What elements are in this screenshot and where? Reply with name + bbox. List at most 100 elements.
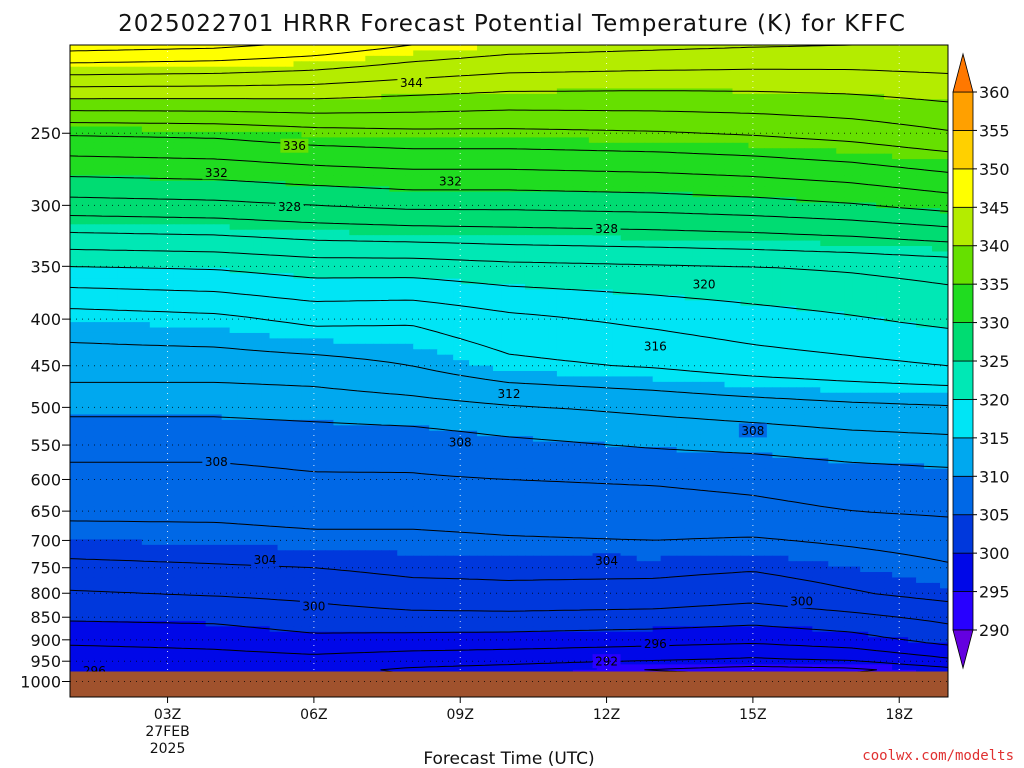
- field-cell: [389, 284, 398, 291]
- field-cell: [93, 197, 103, 204]
- field-cell: [389, 121, 398, 128]
- field-cell: [237, 256, 247, 263]
- field-cell: [133, 191, 143, 198]
- field-cell: [796, 99, 805, 106]
- field-cell: [197, 153, 207, 160]
- field-cell: [748, 218, 758, 225]
- field-cell: [884, 229, 893, 236]
- field-cell: [628, 169, 638, 176]
- field-cell: [684, 153, 694, 160]
- field-cell: [445, 262, 454, 269]
- field-cell: [70, 262, 79, 269]
- field-cell: [269, 186, 279, 193]
- field-cell: [181, 131, 191, 138]
- field-cell: [740, 164, 750, 171]
- field-cell: [189, 93, 199, 100]
- field-cell: [932, 137, 941, 144]
- field-cell: [333, 197, 342, 204]
- field-cell: [85, 251, 95, 258]
- field-cell: [860, 256, 869, 263]
- field-cell: [532, 110, 542, 117]
- field-cell: [341, 278, 350, 285]
- field-cell: [461, 273, 470, 280]
- field-cell: [716, 164, 726, 171]
- field-cell: [165, 235, 175, 242]
- field-cell: [812, 115, 821, 122]
- field-cell: [101, 77, 111, 84]
- field-cell: [884, 55, 893, 62]
- field-cell: [133, 224, 143, 231]
- field-cell: [157, 229, 167, 236]
- field-cell: [604, 142, 614, 149]
- field-cell: [101, 104, 111, 111]
- field-cell: [485, 229, 494, 236]
- field-cell: [564, 159, 574, 166]
- field-cell: [628, 110, 638, 117]
- field-cell: [229, 137, 239, 144]
- field-cell: [724, 137, 734, 144]
- field-cell: [524, 235, 534, 242]
- field-cell: [828, 45, 837, 52]
- field-cell: [732, 278, 742, 285]
- field-cell: [501, 121, 510, 128]
- field-cell: [548, 159, 558, 166]
- field-cell: [724, 131, 734, 138]
- field-cell: [405, 267, 414, 274]
- field-cell: [141, 186, 151, 193]
- field-cell: [261, 131, 271, 138]
- field-cell: [357, 50, 366, 57]
- field-cell: [461, 61, 470, 68]
- field-cell: [213, 99, 223, 106]
- field-cell: [205, 88, 215, 95]
- field-cell: [85, 240, 95, 247]
- field-cell: [165, 197, 175, 204]
- field-cell: [836, 218, 845, 225]
- field-cell: [301, 131, 311, 138]
- field-cell: [708, 50, 718, 57]
- field-cell: [477, 191, 486, 198]
- field-cell: [644, 104, 654, 111]
- field-cell: [157, 213, 167, 220]
- field-cell: [85, 256, 95, 263]
- field-cell: [413, 148, 422, 155]
- field-cell: [692, 131, 702, 138]
- field-cell: [908, 218, 917, 225]
- field-cell: [325, 191, 334, 198]
- field-cell: [660, 246, 670, 253]
- field-cell: [221, 191, 231, 198]
- field-cell: [261, 164, 271, 171]
- field-cell: [477, 224, 486, 231]
- field-cell: [700, 121, 710, 128]
- field-cell: [301, 88, 311, 95]
- field-cell: [556, 251, 566, 258]
- field-cell: [101, 66, 111, 73]
- field-cell: [349, 218, 358, 225]
- field-cell: [652, 235, 662, 242]
- field-cell: [213, 137, 223, 144]
- field-cell: [317, 246, 327, 253]
- field-cell: [540, 191, 550, 198]
- field-cell: [77, 55, 87, 62]
- field-cell: [453, 61, 462, 68]
- field-cell: [293, 115, 303, 122]
- field-cell: [381, 208, 390, 215]
- field-cell: [85, 142, 95, 149]
- field-cell: [237, 229, 247, 236]
- field-cell: [501, 284, 510, 291]
- field-cell: [756, 267, 766, 274]
- field-cell: [692, 61, 702, 68]
- field-cell: [644, 278, 654, 285]
- field-cell: [477, 142, 486, 149]
- field-cell: [684, 186, 694, 193]
- field-cell: [333, 224, 342, 231]
- field-cell: [405, 164, 414, 171]
- field-cell: [157, 251, 167, 258]
- field-cell: [253, 121, 263, 128]
- field-cell: [493, 202, 502, 209]
- field-cell: [932, 235, 941, 242]
- field-cell: [628, 45, 638, 52]
- field-cell: [485, 169, 494, 176]
- field-cell: [477, 126, 486, 133]
- field-cell: [301, 55, 311, 62]
- field-cell: [804, 256, 813, 263]
